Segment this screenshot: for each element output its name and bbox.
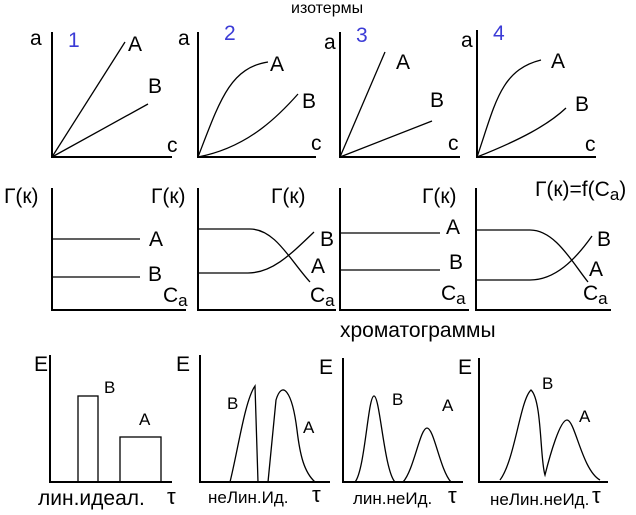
- y-axis-label: E: [176, 353, 190, 376]
- curve-2-label: A: [311, 255, 325, 278]
- curve-2-label: A: [589, 258, 603, 281]
- curve-b-label: B: [430, 89, 444, 112]
- x-axis-label: Ca: [310, 284, 335, 310]
- peak-b-label: B: [542, 374, 553, 393]
- y-axis-label: E: [458, 356, 472, 379]
- x-axis-label: Ca: [441, 282, 466, 308]
- peak-a-label: A: [579, 407, 591, 426]
- axes: [475, 188, 611, 311]
- y-axis-label: a: [324, 31, 336, 54]
- curve-a-label: A: [128, 33, 142, 56]
- isotherms-title: изотермы: [291, 0, 363, 17]
- peak-bar-a: [119, 436, 162, 483]
- isotherm-curve-a: [51, 41, 126, 158]
- peak-a-label: A: [442, 396, 454, 415]
- line-b-label: B: [148, 263, 162, 286]
- axes: [478, 358, 608, 483]
- peak-b: [354, 395, 396, 483]
- gamma-panel-2: Г(к) Г(к) B A Ca: [151, 185, 336, 311]
- x-axis-label: неЛин.Ид.: [208, 488, 288, 507]
- axes: [339, 188, 469, 311]
- extra-gamma-label: Г(к): [271, 185, 306, 208]
- curve-b-label: B: [575, 93, 589, 116]
- y-axis-label: Г(к)=f(Ca): [535, 178, 626, 204]
- x-axis-label: лин.неИд.: [353, 489, 432, 508]
- x-axis-label: лин.идеал.: [38, 487, 145, 510]
- isotherm-curve-b: [51, 103, 149, 158]
- peak-a-label: A: [139, 410, 151, 429]
- panel-number: 3: [356, 24, 368, 47]
- isotherm-curve-b: [476, 107, 567, 158]
- chromatogram-panel-2: E B A неЛин.Ид. τ: [176, 353, 330, 507]
- y-axis-label: a: [178, 27, 190, 50]
- curve-1-label: B: [597, 228, 611, 251]
- panel-number: 4: [493, 22, 505, 45]
- curve-a-label: A: [396, 51, 410, 74]
- peak-b-label: B: [392, 390, 403, 409]
- curve-a-label: A: [551, 50, 565, 73]
- peak-a: [267, 389, 316, 483]
- x-axis-label: Ca: [583, 282, 608, 308]
- gamma-curve-2: [198, 231, 315, 274]
- chromatogram-panel-4: E B A неЛин.неИд. τ: [458, 356, 608, 509]
- isotherm-panel-1: a 1 A B c: [30, 27, 178, 158]
- peak-b: [229, 384, 259, 483]
- axes: [199, 355, 330, 483]
- panel-number: 1: [68, 29, 80, 52]
- line-a-label: A: [446, 216, 460, 239]
- axes: [49, 355, 172, 483]
- isotherm-panel-2: a 2 A B c: [178, 22, 322, 158]
- tau-label: τ: [448, 483, 457, 508]
- y-axis-label: Г(к): [422, 185, 457, 208]
- x-axis-label: c: [448, 132, 459, 155]
- isotherm-curve-b: [197, 93, 299, 158]
- isotherm-curve-a: [197, 61, 269, 158]
- tau-label: τ: [312, 482, 321, 507]
- curve-1-label: B: [320, 228, 334, 251]
- tau-label: τ: [167, 484, 176, 509]
- curve-b-label: B: [148, 75, 162, 98]
- gamma-curve-1: [476, 229, 589, 283]
- isotherm-curve-a: [339, 51, 386, 158]
- isotherm-curve-a: [476, 59, 542, 158]
- gamma-panel-4: Г(к)=f(Ca) B A Ca: [475, 178, 626, 311]
- x-axis-label: неЛин.неИд.: [490, 490, 589, 509]
- peak-bar-b: [77, 395, 99, 483]
- panel-number: 2: [224, 22, 236, 45]
- peak-b-label: B: [227, 394, 238, 413]
- axes: [51, 188, 186, 311]
- x-axis-label: Ca: [163, 284, 188, 310]
- axes: [342, 358, 463, 483]
- curve-b-label: B: [302, 90, 316, 113]
- line-b-label: B: [449, 251, 463, 274]
- curve-a-label: A: [270, 53, 284, 76]
- peak-curves: [499, 389, 601, 481]
- y-axis-label: E: [319, 356, 333, 379]
- tau-label: τ: [592, 483, 601, 508]
- gamma-panel-3: Г(к) A B Ca: [339, 185, 469, 311]
- isotherm-curve-b: [339, 120, 433, 158]
- y-axis-label: a: [461, 29, 473, 52]
- x-axis-label: c: [585, 133, 596, 156]
- isotherm-panel-3: a 3 A B c: [324, 24, 460, 158]
- peak-a-label: A: [303, 418, 315, 437]
- y-axis-label: Г(к): [151, 185, 186, 208]
- peak-a: [402, 427, 452, 483]
- chromatograms-title: хроматограммы: [340, 319, 496, 342]
- x-axis-label: c: [311, 132, 322, 155]
- isotherm-panel-4: a 4 A B c: [461, 22, 596, 158]
- gamma-panel-1: Г(к) A B Ca: [4, 185, 188, 311]
- gamma-curve-1: [198, 228, 311, 283]
- peak-b-label: B: [104, 378, 115, 397]
- x-axis-label: c: [167, 134, 178, 157]
- chromatogram-panel-1: E B A лин.идеал. τ: [34, 353, 176, 510]
- line-a-label: A: [149, 228, 163, 251]
- chromatogram-panel-3: E B A лин.неИд. τ: [319, 356, 463, 508]
- y-axis-label: Г(к): [4, 185, 39, 208]
- y-axis-label: a: [30, 27, 42, 50]
- y-axis-label: E: [34, 353, 48, 376]
- gamma-curve-2: [476, 235, 593, 281]
